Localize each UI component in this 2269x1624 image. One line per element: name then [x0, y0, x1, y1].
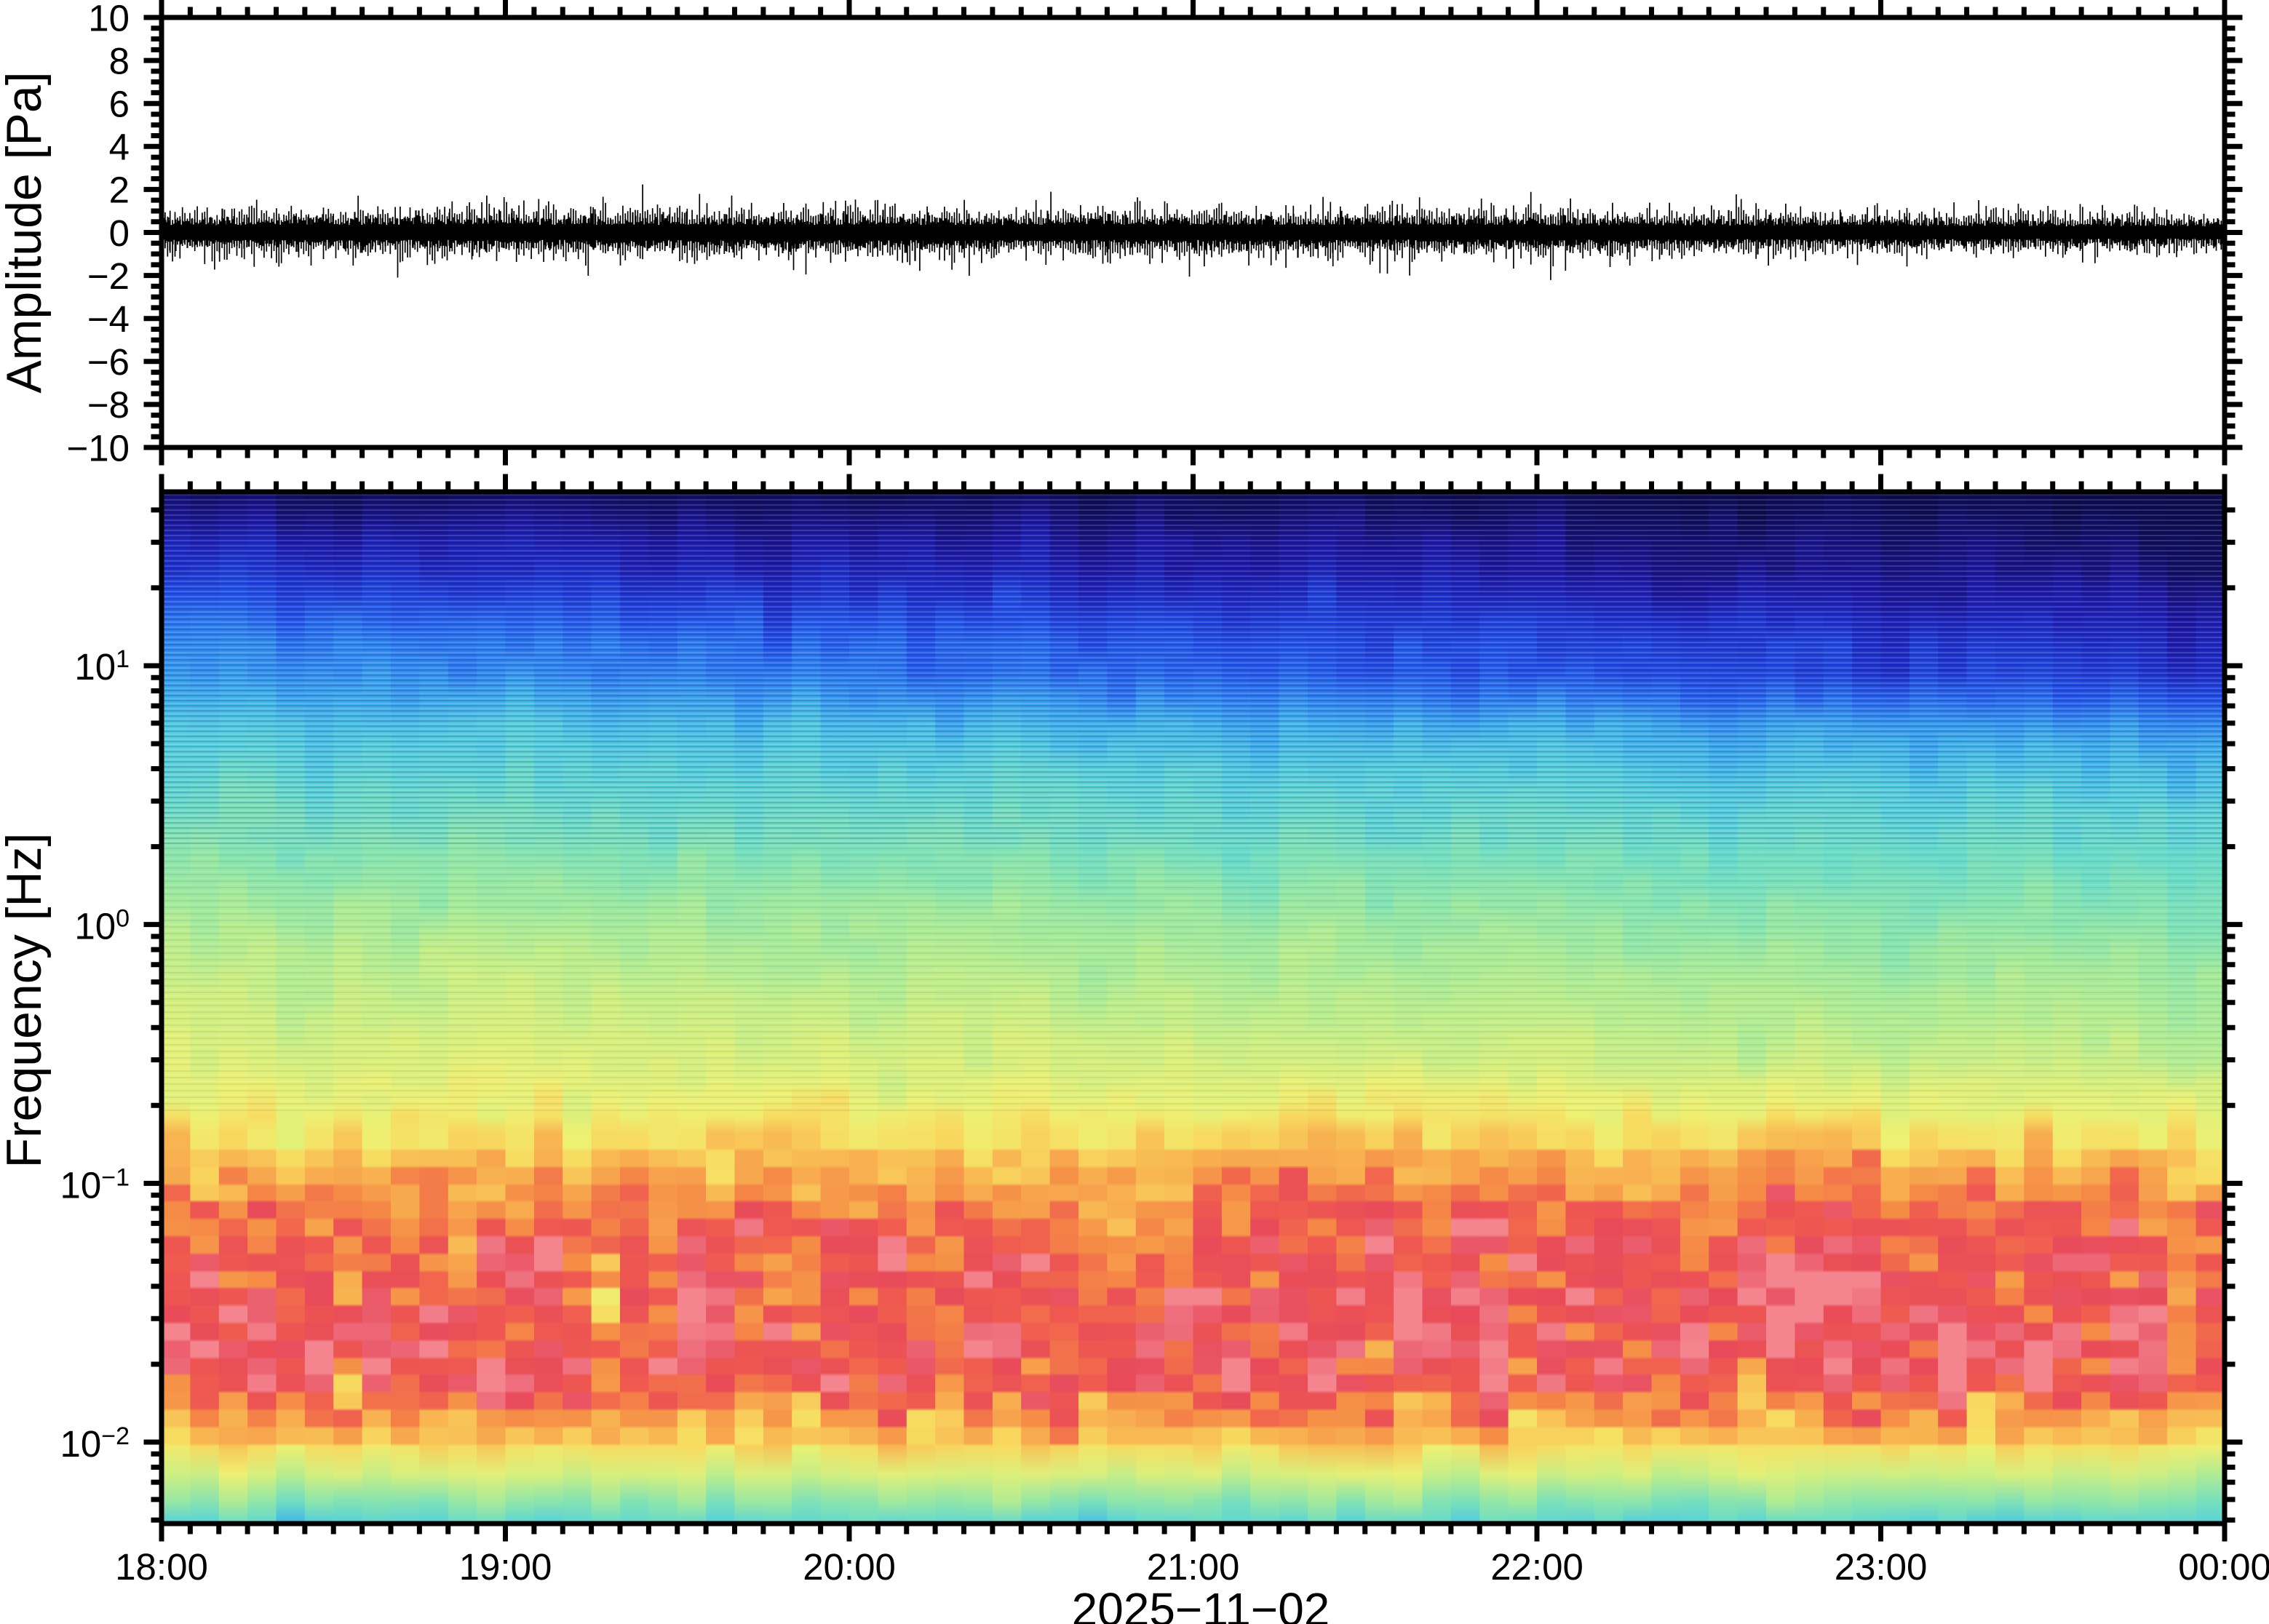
- svg-text:Amplitude [Pa]: Amplitude [Pa]: [0, 71, 52, 393]
- svg-text:101: 101: [74, 645, 130, 688]
- svg-text:−2: −2: [87, 255, 130, 297]
- svg-text:10−2: 10−2: [60, 1422, 130, 1465]
- svg-text:−6: −6: [87, 341, 130, 383]
- svg-text:−8: −8: [87, 384, 130, 426]
- svg-text:21:00: 21:00: [1147, 1546, 1240, 1588]
- svg-text:6: 6: [109, 84, 130, 125]
- svg-text:4: 4: [109, 127, 130, 168]
- svg-text:10−1: 10−1: [60, 1163, 130, 1206]
- svg-text:00:00: 00:00: [2178, 1546, 2269, 1588]
- svg-text:−4: −4: [87, 298, 130, 340]
- svg-text:0: 0: [109, 212, 130, 254]
- svg-text:2025−11−02: 2025−11−02: [1072, 1583, 1330, 1624]
- svg-text:23:00: 23:00: [1835, 1546, 1928, 1588]
- svg-text:8: 8: [109, 40, 130, 81]
- svg-text:2: 2: [109, 170, 130, 211]
- svg-text:22:00: 22:00: [1490, 1546, 1583, 1588]
- svg-text:20:00: 20:00: [803, 1546, 896, 1588]
- svg-text:−10: −10: [66, 427, 130, 469]
- svg-text:100: 100: [74, 905, 130, 947]
- svg-text:18:00: 18:00: [115, 1546, 208, 1588]
- svg-text:Frequency [Hz]: Frequency [Hz]: [0, 832, 52, 1168]
- svg-text:19:00: 19:00: [459, 1546, 552, 1588]
- svg-text:10: 10: [88, 0, 130, 39]
